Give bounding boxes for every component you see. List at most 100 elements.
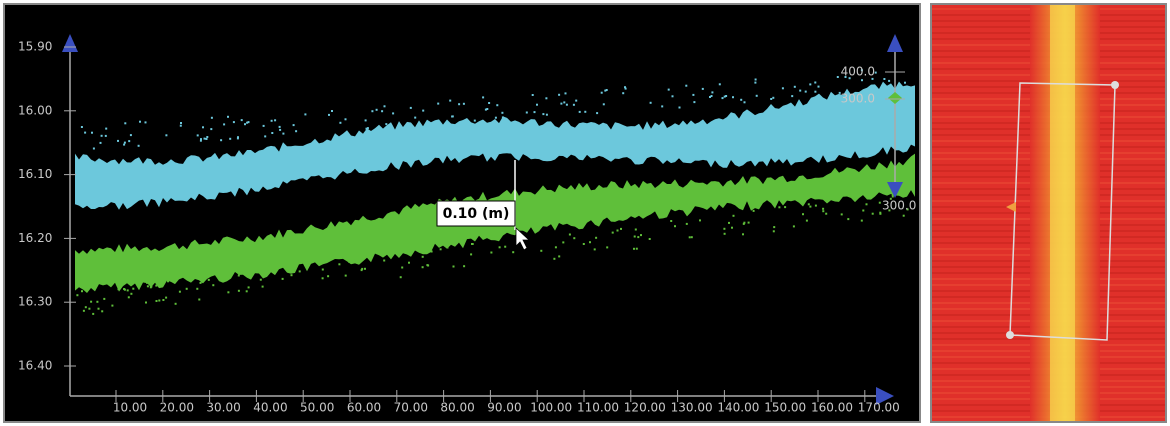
point [322, 277, 324, 279]
point [624, 86, 626, 88]
point [328, 114, 330, 116]
point [338, 263, 340, 265]
point [742, 233, 744, 235]
point [118, 288, 120, 290]
point [814, 91, 816, 93]
point [150, 286, 152, 288]
point [743, 223, 745, 225]
x-tick-label: 170.00 [858, 401, 900, 415]
point [674, 225, 676, 227]
point [427, 265, 429, 267]
point [754, 82, 756, 84]
point [197, 134, 199, 136]
road-center [1050, 5, 1075, 421]
point [883, 78, 885, 80]
point [295, 130, 297, 132]
y-tick-label: 15.90 [18, 40, 52, 54]
point [271, 132, 273, 134]
point [146, 282, 148, 284]
point [165, 297, 167, 299]
point [227, 291, 229, 293]
point [124, 289, 126, 291]
point [88, 308, 90, 310]
measure-label: 0.10 (m) [443, 206, 510, 222]
point [733, 215, 735, 217]
point [167, 280, 169, 282]
point [558, 255, 560, 257]
point [485, 109, 487, 111]
point [562, 241, 564, 243]
point [76, 294, 78, 296]
point [123, 144, 125, 146]
point [246, 290, 248, 292]
point [689, 236, 691, 238]
x-tick-label: 20.00 [160, 401, 194, 415]
point [81, 290, 83, 292]
point [693, 101, 695, 103]
point [904, 82, 906, 84]
point [650, 102, 652, 104]
point [888, 80, 890, 82]
point [240, 271, 242, 273]
point [210, 128, 212, 130]
y-tick-label: 16.30 [18, 295, 52, 309]
y-tick-label: 16.40 [18, 359, 52, 373]
point [731, 227, 733, 229]
point [431, 251, 433, 253]
point [128, 296, 130, 298]
point [702, 88, 704, 90]
point [262, 286, 264, 288]
point [85, 306, 87, 308]
point [233, 121, 235, 123]
x-tick-label: 130.00 [671, 401, 713, 415]
point [345, 275, 347, 277]
point [471, 243, 473, 245]
point [225, 279, 227, 281]
point [847, 218, 849, 220]
point [532, 94, 534, 96]
point [103, 298, 105, 300]
point [661, 105, 663, 107]
point [437, 103, 439, 105]
point [392, 112, 394, 114]
point [366, 128, 368, 130]
x-tick-label: 40.00 [253, 401, 287, 415]
point [410, 107, 412, 109]
point [822, 210, 824, 212]
point [603, 103, 605, 105]
point [594, 248, 596, 250]
point [575, 100, 577, 102]
point [904, 90, 906, 92]
point [84, 132, 86, 134]
point [504, 246, 506, 248]
x-tick-label: 50.00 [300, 401, 334, 415]
point [271, 270, 273, 272]
point [496, 104, 498, 106]
point [566, 104, 568, 106]
point [147, 285, 149, 287]
point [156, 300, 158, 302]
point [809, 206, 811, 208]
point [279, 126, 281, 128]
point [96, 301, 98, 303]
point [223, 123, 225, 125]
point [711, 95, 713, 97]
point [596, 112, 598, 114]
handle [1006, 331, 1014, 339]
point [145, 121, 147, 123]
point [546, 114, 548, 116]
point [293, 124, 295, 126]
point [452, 115, 454, 117]
x-tick-label: 140.00 [717, 401, 759, 415]
point [534, 111, 536, 113]
point [381, 110, 383, 112]
point [212, 284, 214, 286]
point [401, 267, 403, 269]
point [649, 238, 651, 240]
x-tick-label: 150.00 [764, 401, 806, 415]
point [327, 275, 329, 277]
x-tick-label: 80.00 [440, 401, 474, 415]
point [124, 142, 126, 144]
point [179, 291, 181, 293]
point [555, 246, 557, 248]
